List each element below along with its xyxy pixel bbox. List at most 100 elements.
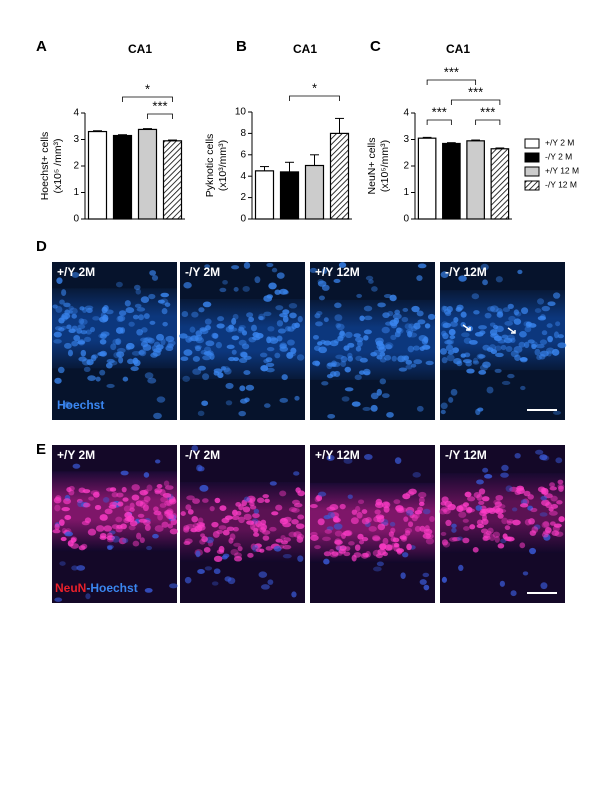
cell <box>472 360 480 365</box>
cell <box>394 330 401 338</box>
cell <box>180 511 186 516</box>
cell <box>344 366 352 373</box>
cell <box>501 464 509 472</box>
cell <box>297 315 303 323</box>
cell <box>106 383 115 389</box>
cell <box>254 276 261 284</box>
cell <box>547 301 556 307</box>
cell <box>273 545 282 552</box>
image-label: -/Y 2M <box>185 448 220 462</box>
cell <box>458 511 467 518</box>
cell <box>340 360 347 367</box>
cell <box>429 516 435 522</box>
cell <box>441 356 448 364</box>
cell <box>291 507 300 513</box>
cell <box>539 339 548 345</box>
cell <box>372 535 381 541</box>
cell <box>383 505 390 513</box>
cell <box>115 527 123 533</box>
cell <box>146 484 153 492</box>
cell-layer <box>440 473 565 554</box>
cell <box>247 552 254 558</box>
cell <box>153 412 162 420</box>
cell <box>492 531 501 538</box>
cell <box>438 508 448 515</box>
cell <box>211 581 219 586</box>
cell <box>263 311 272 317</box>
cell <box>478 500 485 505</box>
legend-swatch <box>524 166 540 177</box>
cell <box>232 509 238 516</box>
cell <box>125 307 135 314</box>
cell <box>370 351 378 357</box>
cell <box>381 393 390 399</box>
caption-hoechst: -Hoechst <box>86 581 137 595</box>
bar <box>112 134 133 220</box>
cell <box>144 588 153 593</box>
micrograph <box>52 445 178 603</box>
cell <box>271 511 279 516</box>
cell <box>151 275 159 281</box>
cell <box>510 590 517 597</box>
cell <box>211 521 219 528</box>
cell <box>61 527 67 534</box>
cell <box>265 362 275 367</box>
panel-label: E <box>36 441 46 458</box>
cell <box>104 508 113 515</box>
cell <box>281 374 288 381</box>
cell <box>154 525 164 532</box>
cell <box>395 548 405 553</box>
cell <box>228 324 235 330</box>
cell <box>289 312 297 319</box>
cell <box>241 330 248 336</box>
cell <box>416 405 424 412</box>
y-tick-label: 8 <box>240 128 246 139</box>
cell <box>379 378 387 385</box>
cell <box>321 284 330 291</box>
cell <box>482 535 491 541</box>
cell <box>87 375 97 381</box>
cell <box>382 537 389 545</box>
cell <box>517 269 523 275</box>
cell <box>494 345 502 351</box>
y-tick-label: 4 <box>403 108 409 119</box>
cell <box>451 523 457 528</box>
cell <box>78 545 86 551</box>
cell <box>461 332 470 338</box>
cell <box>413 359 423 365</box>
cell <box>389 521 396 527</box>
cell <box>169 528 178 535</box>
significance-bracket <box>426 119 452 125</box>
cell <box>57 366 65 374</box>
cell <box>282 554 292 559</box>
cell <box>250 543 257 551</box>
cell <box>541 455 550 461</box>
cell <box>246 312 254 318</box>
cell <box>314 496 320 503</box>
cell <box>558 485 564 492</box>
cell <box>147 377 157 384</box>
cell <box>495 494 504 501</box>
cell <box>83 366 91 372</box>
cell <box>556 500 563 505</box>
cell <box>469 524 476 530</box>
cell <box>382 551 388 557</box>
cell <box>95 525 105 532</box>
cell <box>71 565 79 571</box>
cell <box>511 507 518 512</box>
cell <box>296 533 305 540</box>
cell <box>231 515 240 521</box>
cell <box>392 313 402 320</box>
cell <box>293 531 302 538</box>
cell <box>52 304 58 309</box>
cell <box>347 494 353 500</box>
cell <box>480 508 487 514</box>
y-tick-label: 0 <box>403 214 409 225</box>
cell <box>484 474 493 479</box>
cell <box>359 357 368 363</box>
micrograph <box>438 445 565 603</box>
cell <box>194 334 203 342</box>
cell <box>519 357 528 362</box>
cell <box>502 533 508 540</box>
cell <box>503 337 513 344</box>
